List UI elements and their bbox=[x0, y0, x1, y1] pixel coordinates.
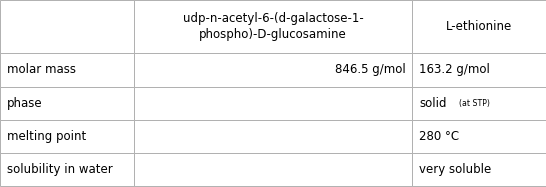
Text: 163.2 g/mol: 163.2 g/mol bbox=[419, 63, 490, 76]
Bar bbox=[0, 0, 134, 53]
Text: 280 °C: 280 °C bbox=[419, 130, 459, 143]
Bar bbox=[412, 120, 546, 153]
Bar bbox=[0, 153, 134, 186]
Text: melting point: melting point bbox=[7, 130, 86, 143]
Bar bbox=[134, 0, 412, 53]
Bar bbox=[0, 53, 134, 87]
Text: phase: phase bbox=[7, 97, 42, 110]
Text: molar mass: molar mass bbox=[7, 63, 75, 76]
Text: (at STP): (at STP) bbox=[459, 99, 490, 108]
Bar bbox=[0, 120, 134, 153]
Text: udp-n-acetyl-6-(d-galactose-1-
phospho)-D-glucosamine: udp-n-acetyl-6-(d-galactose-1- phospho)-… bbox=[182, 12, 364, 41]
Text: solubility in water: solubility in water bbox=[7, 163, 112, 176]
Bar bbox=[412, 0, 546, 53]
Text: 846.5 g/mol: 846.5 g/mol bbox=[335, 63, 406, 76]
Bar bbox=[134, 120, 412, 153]
Bar bbox=[134, 87, 412, 120]
Bar bbox=[412, 53, 546, 87]
Text: L-ethionine: L-ethionine bbox=[446, 20, 512, 33]
Bar bbox=[412, 153, 546, 186]
Bar bbox=[134, 153, 412, 186]
Bar bbox=[134, 53, 412, 87]
Bar bbox=[412, 87, 546, 120]
Text: very soluble: very soluble bbox=[419, 163, 491, 176]
Bar bbox=[0, 87, 134, 120]
Text: solid: solid bbox=[419, 97, 447, 110]
